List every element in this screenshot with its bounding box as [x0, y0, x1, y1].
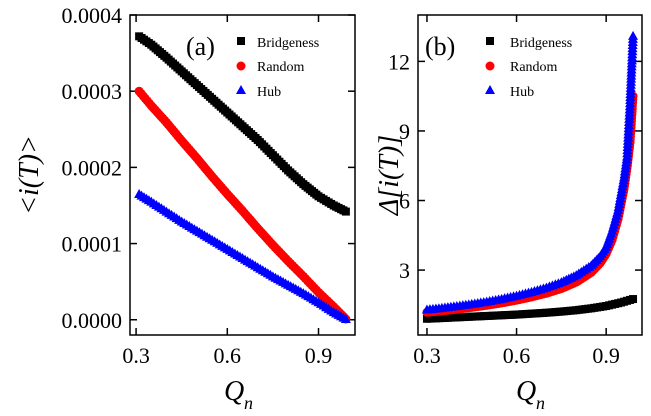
panel-b-y-axis-title: Δ[i(T)] — [374, 135, 405, 216]
x-tick-label-a: 0.6 — [214, 343, 242, 368]
legend-hub-a: Hub — [236, 85, 281, 100]
y-tick-label-a: 0.0000 — [62, 308, 123, 333]
legend-label-bridgeness-a: Bridgeness — [257, 36, 319, 51]
panel-a-ticks: 0.3 0.6 0.9 0.0000 0.0001 0.0002 0.0003 0.0004 — [62, 3, 355, 368]
legend-bridgeness-a: Bridgeness — [237, 36, 319, 51]
legend-label-random-a: Random — [257, 60, 305, 75]
legend-marker-bridgeness-b — [486, 37, 494, 45]
panel-a-label: (a) — [186, 32, 215, 61]
panel-a-x-axis-title-main: Q — [224, 376, 244, 407]
x-tick-label-b: 0.3 — [413, 343, 441, 368]
panel-b: 0.3 0.6 0.9 3 6 9 12 (b) Bridgeness Random Hub… — [374, 14, 643, 413]
x-tick-label-a: 0.9 — [305, 343, 333, 368]
panel-a-x-axis-title-sub: n — [244, 393, 253, 413]
y-tick-label-b: 3 — [399, 258, 410, 283]
panel-b-legend: Bridgeness Random Hub — [485, 36, 572, 100]
data-point-hub-b — [628, 30, 639, 40]
x-tick-label-b: 0.9 — [592, 343, 620, 368]
x-tick-label-b: 0.6 — [503, 343, 531, 368]
y-tick-label-b: 6 — [399, 189, 410, 214]
legend-marker-hub-a — [236, 85, 246, 94]
panel-a-legend: Bridgeness Random Hub — [236, 36, 319, 100]
panel-b-label: (b) — [425, 32, 455, 61]
panel-a-x-axis-title: Q n — [224, 376, 253, 413]
panel-b-x-axis-title-main: Q — [516, 376, 536, 407]
legend-marker-random-b — [485, 61, 495, 71]
data-point-bridgeness-a — [341, 207, 350, 216]
y-tick-label-b: 9 — [399, 119, 410, 144]
panel-b-plot-frame — [417, 14, 643, 336]
panel-b-x-axis-title-sub: n — [536, 393, 545, 413]
panel-a-plot-frame — [129, 14, 356, 336]
legend-marker-random-a — [236, 61, 246, 71]
legend-marker-hub-b — [485, 85, 495, 94]
y-tick-label-a: 0.0004 — [62, 3, 123, 28]
panel-b-ticks: 0.3 0.6 0.9 3 6 9 12 — [388, 15, 642, 368]
legend-label-bridgeness-b: Bridgeness — [510, 36, 572, 51]
data-point-hub-a — [340, 314, 351, 323]
legend-bridgeness-b: Bridgeness — [486, 36, 572, 51]
panel-a-points — [134, 32, 351, 324]
legend-label-hub-a: Hub — [257, 85, 281, 100]
y-tick-label-b: 12 — [388, 49, 410, 74]
legend-random-b: Random — [485, 60, 558, 75]
panel-a-y-axis-title: <i(T)> — [14, 135, 45, 215]
panel-b-points — [421, 30, 639, 323]
panel-b-x-axis-title: Q n — [516, 376, 545, 413]
y-tick-label-a: 0.0002 — [62, 155, 123, 180]
data-point-bridgeness-b — [629, 295, 638, 304]
legend-random-a: Random — [236, 60, 305, 75]
legend-hub-b: Hub — [485, 85, 534, 100]
y-tick-label-a: 0.0003 — [62, 79, 123, 104]
legend-label-hub-b: Hub — [510, 85, 534, 100]
panel-a: 0.3 0.6 0.90.00000.00010.00020.00030.0004 … — [14, 3, 356, 413]
y-tick-label-a: 0.0001 — [62, 232, 123, 257]
legend-label-random-b: Random — [510, 60, 558, 75]
legend-marker-bridgeness-a — [237, 37, 245, 45]
x-tick-label-a: 0.3 — [122, 343, 150, 368]
